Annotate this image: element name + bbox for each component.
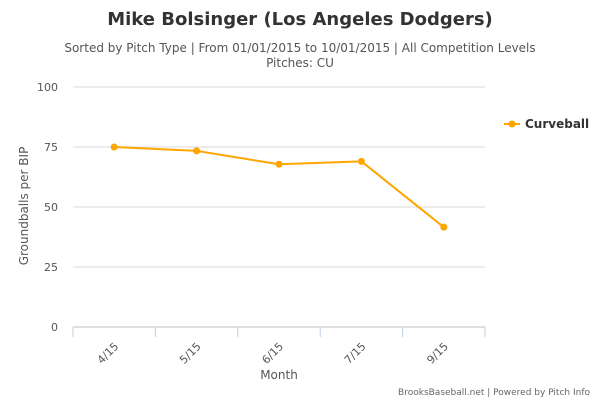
data-point: [110, 143, 118, 151]
x-tick-label: 7/15: [342, 340, 369, 367]
legend-label: Curveball: [525, 117, 589, 131]
legend-item-curveball[interactable]: Curveball: [504, 117, 589, 131]
data-point: [193, 147, 201, 155]
data-point: [357, 157, 365, 165]
series-line: [114, 146, 445, 228]
x-tick-label: 4/15: [95, 340, 122, 367]
y-tick-label: 25: [44, 261, 58, 274]
y-tick-label: 0: [51, 321, 58, 334]
legend-marker: [508, 120, 516, 128]
data-point: [440, 223, 448, 231]
y-axis-label: Groundballs per BIP: [17, 147, 31, 266]
credits[interactable]: BrooksBaseball.net | Powered by Pitch In…: [398, 388, 590, 398]
x-tick-label: 9/15: [424, 340, 451, 367]
y-tick-label: 50: [44, 201, 58, 214]
x-tick-label: 5/15: [177, 340, 204, 367]
chart-subtitle-line1: Sorted by Pitch Type | From 01/01/2015 t…: [64, 41, 535, 55]
chart-title: Mike Bolsinger (Los Angeles Dodgers): [107, 9, 493, 30]
x-axis-label: Month: [260, 368, 298, 382]
y-tick-label: 75: [44, 141, 58, 154]
y-tick-label: 100: [37, 81, 58, 94]
data-point: [275, 160, 283, 168]
chart-subtitle-line2: Pitches: CU: [266, 56, 334, 70]
x-tick-label: 6/15: [259, 340, 286, 367]
